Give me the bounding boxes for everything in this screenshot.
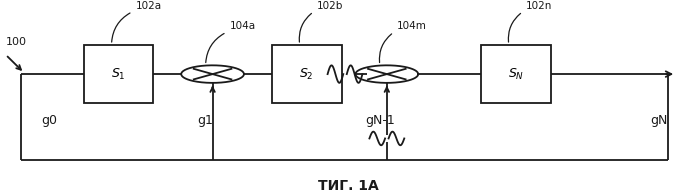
- Text: gN-1: gN-1: [365, 114, 395, 127]
- Bar: [84, 45, 153, 103]
- Text: 100: 100: [6, 37, 26, 47]
- Text: $S_N$: $S_N$: [507, 66, 524, 82]
- Bar: [481, 45, 551, 103]
- Text: 102n: 102n: [526, 1, 553, 11]
- Text: 102b: 102b: [317, 1, 344, 11]
- Text: 104m: 104m: [397, 21, 427, 31]
- Text: 104a: 104a: [230, 21, 256, 31]
- Text: g1: g1: [198, 114, 213, 127]
- Text: $S_1$: $S_1$: [111, 66, 126, 82]
- Text: gN: gN: [650, 114, 667, 127]
- Text: 102a: 102a: [136, 1, 162, 11]
- Text: ΤИГ. 1А: ΤИГ. 1А: [318, 179, 379, 193]
- Text: $S_2$: $S_2$: [300, 66, 314, 82]
- Text: g0: g0: [41, 114, 56, 127]
- Bar: [272, 45, 342, 103]
